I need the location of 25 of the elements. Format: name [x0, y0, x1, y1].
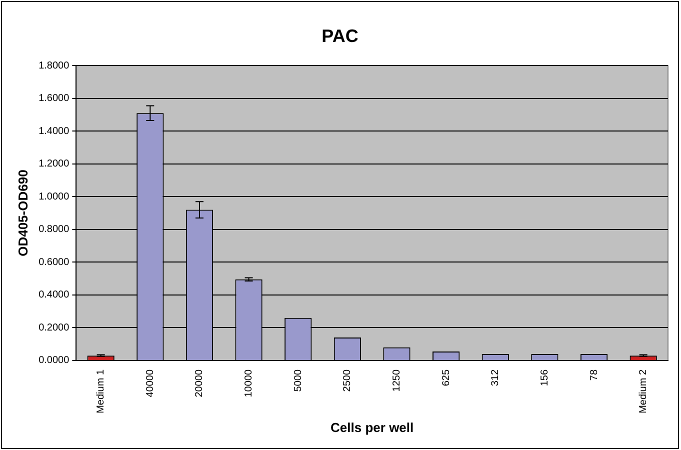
- x-tick-label: 40000: [144, 369, 156, 398]
- x-tick-label: 625: [440, 369, 452, 386]
- y-tick-label: 1.2000: [38, 158, 70, 170]
- x-tick-label: Medium 2: [638, 369, 650, 414]
- chart-title: PAC: [322, 26, 358, 46]
- x-tick-label: Medium 1: [96, 369, 107, 414]
- x-tick-label: 2500: [342, 369, 354, 392]
- y-tick-label: 0.4000: [38, 290, 70, 301]
- x-tick-label: 20000: [194, 369, 206, 398]
- y-tick-label: 1.4000: [38, 126, 70, 137]
- y-tick-label: 0.0000: [38, 355, 70, 366]
- x-tick-label: 78: [588, 369, 600, 381]
- y-tick-label: 0.8000: [38, 224, 70, 236]
- x-tick-label: 5000: [292, 369, 304, 392]
- x-tick-label: 1250: [392, 369, 402, 392]
- x-tick-label: 10000: [244, 369, 255, 398]
- x-tick-label: 156: [539, 369, 550, 386]
- x-axis-title: Cells per well: [330, 420, 414, 435]
- y-axis-title: OD405-OD690: [15, 170, 30, 256]
- y-tick-label: 0.6000: [38, 256, 70, 268]
- y-tick-label: 0.2000: [38, 322, 70, 334]
- y-tick-label: 1.8000: [38, 60, 70, 72]
- x-tick-label: 312: [490, 369, 502, 386]
- y-tick-label: 1.0000: [38, 191, 70, 202]
- y-tick-label: 1.6000: [38, 93, 70, 104]
